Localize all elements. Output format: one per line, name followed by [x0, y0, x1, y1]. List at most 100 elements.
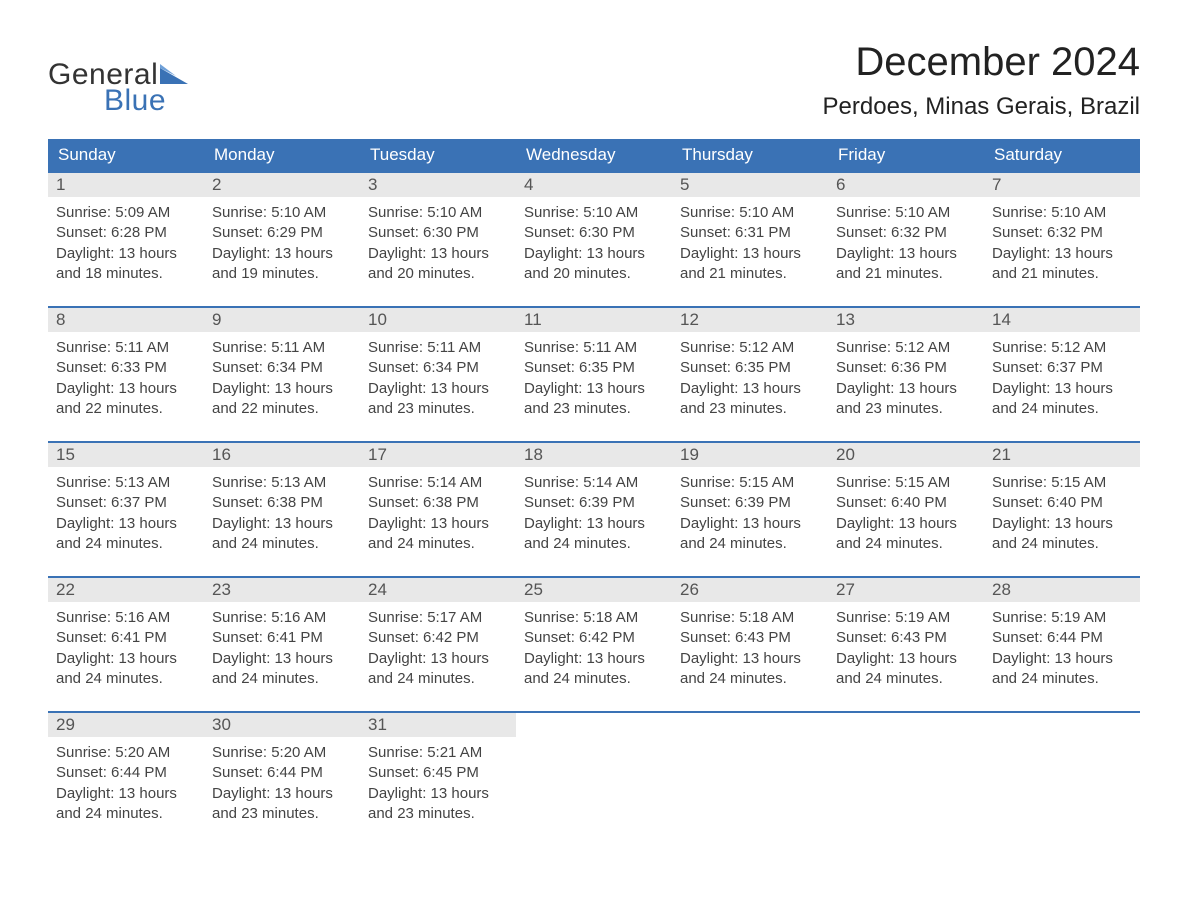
sunset-value: 6:36 PM: [891, 359, 947, 376]
sunrise-line: Sunrise: 5:12 AM: [680, 338, 820, 358]
sunrise-value: 5:14 AM: [583, 474, 638, 491]
sunset-label: Sunset:: [992, 359, 1043, 376]
sunset-value: 6:31 PM: [735, 224, 791, 241]
sunset-value: 6:32 PM: [891, 224, 947, 241]
sunset-label: Sunset:: [836, 629, 887, 646]
sunset-label: Sunset:: [212, 494, 263, 511]
day-body: Sunrise: 5:11 AMSunset: 6:34 PMDaylight:…: [360, 332, 516, 441]
calendar-day-cell: 15Sunrise: 5:13 AMSunset: 6:37 PMDayligh…: [48, 442, 204, 577]
day-body: Sunrise: 5:21 AMSunset: 6:45 PMDaylight:…: [360, 737, 516, 846]
day-number: 28: [984, 578, 1140, 602]
sunrise-value: 5:10 AM: [271, 204, 326, 221]
calendar-day-cell: 26Sunrise: 5:18 AMSunset: 6:43 PMDayligh…: [672, 577, 828, 712]
calendar-day-cell: 19Sunrise: 5:15 AMSunset: 6:39 PMDayligh…: [672, 442, 828, 577]
day-number: 1: [48, 173, 204, 197]
calendar-day-cell: 28Sunrise: 5:19 AMSunset: 6:44 PMDayligh…: [984, 577, 1140, 712]
daylight-label: Daylight:: [368, 380, 426, 397]
sunset-label: Sunset:: [56, 359, 107, 376]
sunset-label: Sunset:: [992, 224, 1043, 241]
sunrise-label: Sunrise:: [524, 204, 579, 221]
calendar-day-cell: 21Sunrise: 5:15 AMSunset: 6:40 PMDayligh…: [984, 442, 1140, 577]
calendar-day-cell: 11Sunrise: 5:11 AMSunset: 6:35 PMDayligh…: [516, 307, 672, 442]
day-body: Sunrise: 5:10 AMSunset: 6:29 PMDaylight:…: [204, 197, 360, 306]
sunrise-value: 5:11 AM: [583, 339, 637, 356]
calendar-day-cell: 25Sunrise: 5:18 AMSunset: 6:42 PMDayligh…: [516, 577, 672, 712]
day-body: Sunrise: 5:15 AMSunset: 6:40 PMDaylight:…: [984, 467, 1140, 576]
day-body: Sunrise: 5:10 AMSunset: 6:32 PMDaylight:…: [828, 197, 984, 306]
calendar-day-cell: [984, 712, 1140, 846]
sunset-line: Sunset: 6:33 PM: [56, 358, 196, 378]
day-number: 29: [48, 713, 204, 737]
sunset-line: Sunset: 6:44 PM: [56, 763, 196, 783]
sunrise-line: Sunrise: 5:10 AM: [836, 203, 976, 223]
daylight-label: Daylight:: [836, 380, 894, 397]
sunset-value: 6:44 PM: [1047, 629, 1103, 646]
daylight-line: Daylight: 13 hours and 24 minutes.: [212, 649, 352, 690]
calendar-day-cell: [516, 712, 672, 846]
sunrise-label: Sunrise:: [212, 744, 267, 761]
sunrise-line: Sunrise: 5:18 AM: [680, 608, 820, 628]
day-number: 17: [360, 443, 516, 467]
sunset-line: Sunset: 6:34 PM: [212, 358, 352, 378]
daylight-label: Daylight:: [368, 785, 426, 802]
sunset-value: 6:38 PM: [423, 494, 479, 511]
sunrise-line: Sunrise: 5:12 AM: [836, 338, 976, 358]
daylight-line: Daylight: 13 hours and 23 minutes.: [212, 784, 352, 825]
sunset-line: Sunset: 6:36 PM: [836, 358, 976, 378]
sunrise-line: Sunrise: 5:15 AM: [680, 473, 820, 493]
daylight-line: Daylight: 13 hours and 23 minutes.: [836, 379, 976, 420]
sunset-value: 6:42 PM: [423, 629, 479, 646]
calendar-week-row: 22Sunrise: 5:16 AMSunset: 6:41 PMDayligh…: [48, 577, 1140, 712]
sunrise-line: Sunrise: 5:11 AM: [212, 338, 352, 358]
sunrise-value: 5:11 AM: [271, 339, 325, 356]
sunset-label: Sunset:: [212, 764, 263, 781]
sunrise-label: Sunrise:: [680, 339, 735, 356]
daylight-line: Daylight: 13 hours and 18 minutes.: [56, 244, 196, 285]
daylight-label: Daylight:: [368, 515, 426, 532]
day-number: 21: [984, 443, 1140, 467]
daylight-line: Daylight: 13 hours and 24 minutes.: [992, 649, 1132, 690]
calendar-day-cell: 13Sunrise: 5:12 AMSunset: 6:36 PMDayligh…: [828, 307, 984, 442]
sunrise-label: Sunrise:: [680, 204, 735, 221]
day-body: Sunrise: 5:09 AMSunset: 6:28 PMDaylight:…: [48, 197, 204, 306]
day-number: 6: [828, 173, 984, 197]
sunset-line: Sunset: 6:32 PM: [992, 223, 1132, 243]
sunset-label: Sunset:: [836, 494, 887, 511]
calendar-day-cell: 1Sunrise: 5:09 AMSunset: 6:28 PMDaylight…: [48, 172, 204, 307]
sunset-value: 6:38 PM: [267, 494, 323, 511]
daylight-line: Daylight: 13 hours and 24 minutes.: [836, 514, 976, 555]
daylight-line: Daylight: 13 hours and 24 minutes.: [368, 514, 508, 555]
sunset-value: 6:28 PM: [111, 224, 167, 241]
daylight-line: Daylight: 13 hours and 21 minutes.: [680, 244, 820, 285]
day-number: 27: [828, 578, 984, 602]
sunrise-label: Sunrise:: [56, 609, 111, 626]
day-number: 7: [984, 173, 1140, 197]
sunrise-value: 5:10 AM: [427, 204, 482, 221]
calendar-week-row: 15Sunrise: 5:13 AMSunset: 6:37 PMDayligh…: [48, 442, 1140, 577]
daylight-label: Daylight:: [992, 245, 1050, 262]
location-subtitle: Perdoes, Minas Gerais, Brazil: [823, 93, 1140, 121]
sunrise-value: 5:21 AM: [427, 744, 482, 761]
sunrise-value: 5:16 AM: [115, 609, 170, 626]
day-number: 30: [204, 713, 360, 737]
day-number: 13: [828, 308, 984, 332]
sunset-line: Sunset: 6:39 PM: [680, 493, 820, 513]
day-body: Sunrise: 5:11 AMSunset: 6:34 PMDaylight:…: [204, 332, 360, 441]
sunrise-value: 5:15 AM: [1051, 474, 1106, 491]
sunset-label: Sunset:: [524, 224, 575, 241]
sunrise-label: Sunrise:: [524, 609, 579, 626]
day-number: 18: [516, 443, 672, 467]
daylight-line: Daylight: 13 hours and 20 minutes.: [524, 244, 664, 285]
sunrise-value: 5:17 AM: [427, 609, 482, 626]
sunrise-label: Sunrise:: [212, 204, 267, 221]
calendar-day-cell: 22Sunrise: 5:16 AMSunset: 6:41 PMDayligh…: [48, 577, 204, 712]
sunrise-label: Sunrise:: [836, 474, 891, 491]
sunset-label: Sunset:: [368, 764, 419, 781]
calendar-day-cell: 18Sunrise: 5:14 AMSunset: 6:39 PMDayligh…: [516, 442, 672, 577]
sunrise-line: Sunrise: 5:20 AM: [212, 743, 352, 763]
sunset-line: Sunset: 6:44 PM: [212, 763, 352, 783]
calendar-day-cell: 14Sunrise: 5:12 AMSunset: 6:37 PMDayligh…: [984, 307, 1140, 442]
sunset-line: Sunset: 6:38 PM: [212, 493, 352, 513]
sunset-label: Sunset:: [212, 629, 263, 646]
sunrise-label: Sunrise:: [56, 744, 111, 761]
